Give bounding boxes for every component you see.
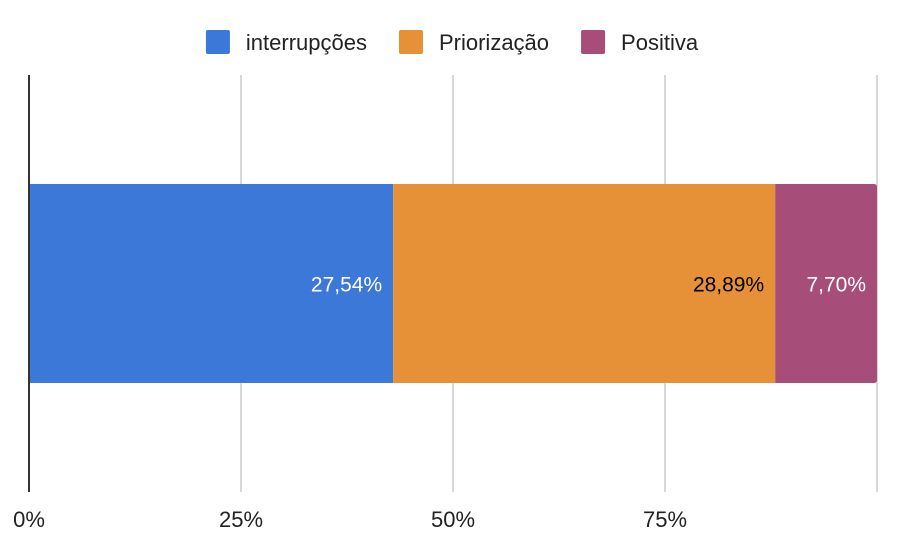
bar-segments [29,184,877,383]
data-labels: 27,54% 28,89% 7,70% [311,274,866,297]
bar-segment-1[interactable] [29,184,394,383]
data-label: 27,54% [311,274,382,297]
legend-label: Priorização [439,30,549,55]
legend-swatch [398,30,423,54]
x-tick-label: 75% [643,507,687,532]
bar-segment-3[interactable] [775,184,877,383]
legend-swatch [205,30,230,54]
legend-item[interactable]: Positiva [581,30,699,55]
legend-swatch [581,30,606,54]
legend-label: Positiva [621,30,699,55]
x-tick-label: 25% [219,507,263,532]
data-label: 28,89% [693,274,764,297]
legend-item[interactable]: interrupções [205,30,367,55]
legend-item[interactable]: Priorização [398,30,549,55]
legend[interactable]: interrupções Priorização Positiva [205,30,699,55]
x-tick-labels: 0% 25% 50% 75% [13,507,687,532]
x-tick-label: 0% [13,507,45,532]
legend-label: interrupções [246,30,367,55]
x-tick-label: 50% [431,507,475,532]
bar-segment-2[interactable] [393,184,776,383]
data-label: 7,70% [806,274,866,297]
